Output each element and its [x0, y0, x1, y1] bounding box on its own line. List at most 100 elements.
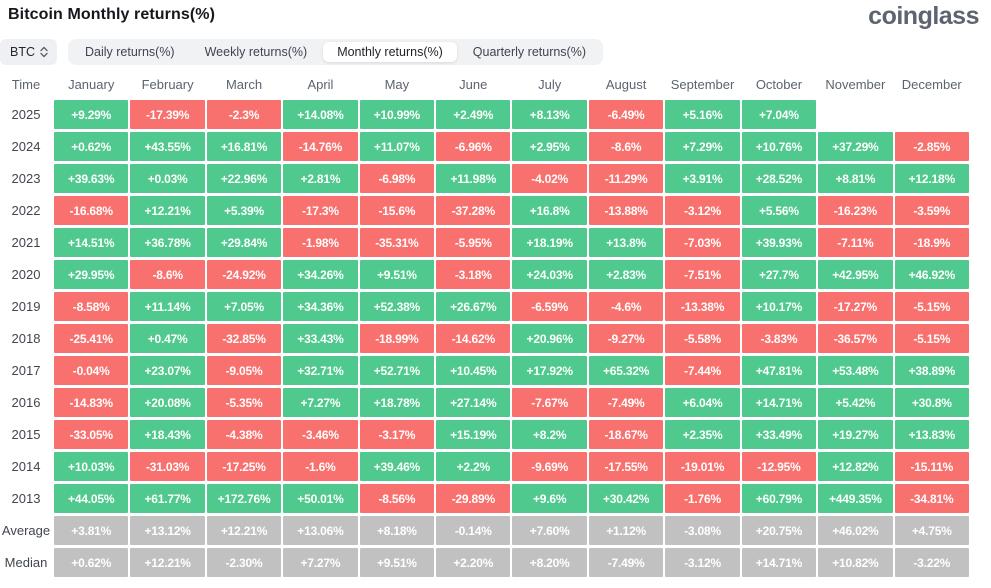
return-cell: +4.75% [894, 516, 969, 545]
return-cell: +32.71% [283, 356, 358, 385]
return-cell: +1.12% [588, 516, 664, 545]
return-cell: +20.08% [130, 388, 205, 417]
return-cell: +16.81% [206, 132, 282, 161]
tab-weekly-returns[interactable]: Weekly returns(%) [204, 45, 308, 59]
return-cell: -8.58% [54, 292, 129, 321]
return-cell: +7.05% [206, 292, 282, 321]
table-row-2021: 2021 +14.51% +36.78% +29.84% -1.98% -35.31% -5… [0, 228, 969, 257]
return-cell: +61.77% [130, 484, 205, 513]
return-cell: +2.20% [436, 548, 511, 577]
return-cell: -37.28% [436, 196, 511, 225]
row-label: 2015 [11, 427, 41, 442]
return-cell: -15.6% [359, 196, 435, 225]
column-header-july: July [538, 76, 562, 92]
return-cell: -3.46% [283, 420, 358, 449]
return-cell: -8.6% [588, 132, 664, 161]
return-cell: +9.6% [512, 484, 587, 513]
return-cell: +7.60% [512, 516, 587, 545]
row-label: Average [1, 523, 51, 538]
return-cell: +28.52% [741, 164, 817, 193]
return-cell: +0.03% [130, 164, 205, 193]
return-cell: +30.42% [588, 484, 664, 513]
return-cell: +12.21% [130, 548, 205, 577]
tabs: Daily returns(%) Weekly returns(%) Monthly… [68, 39, 604, 65]
return-cell: +2.49% [436, 100, 511, 129]
return-cell: +46.92% [894, 260, 969, 289]
return-cell: +39.93% [741, 228, 817, 257]
table-row-2014: 2014 +10.03% -31.03% -17.25% -1.6% +39.46% +2.… [0, 452, 969, 481]
return-cell: -3.08% [665, 516, 740, 545]
return-cell: +10.17% [741, 292, 817, 321]
row-label: 2022 [11, 203, 41, 218]
return-cell: +23.07% [130, 356, 205, 385]
return-cell: +46.02% [818, 516, 893, 545]
table-row-average: Average +3.81% +13.12% +12.21% +13.06% +8.18%… [0, 516, 969, 545]
return-cell: +29.95% [54, 260, 129, 289]
return-cell: -9.69% [512, 452, 587, 481]
return-cell: +19.27% [818, 420, 893, 449]
return-cell: +15.19% [436, 420, 511, 449]
row-label: 2023 [11, 171, 41, 186]
row-label: Median [4, 555, 48, 570]
return-cell: +52.38% [359, 292, 435, 321]
return-cell: +26.67% [436, 292, 511, 321]
return-cell: +2.35% [665, 420, 740, 449]
return-cell: +2.2% [436, 452, 511, 481]
return-cell: +5.56% [741, 196, 817, 225]
return-cell: +8.81% [818, 164, 893, 193]
return-cell: -8.56% [359, 484, 435, 513]
return-cell: +8.20% [512, 548, 587, 577]
return-cell: +52.71% [359, 356, 435, 385]
table-row-2024: 2024 +0.62% +43.55% +16.81% -14.76% +11.07% -6… [0, 132, 969, 161]
return-cell: -29.89% [436, 484, 511, 513]
return-cell: +44.05% [54, 484, 129, 513]
return-cell: +60.79% [741, 484, 817, 513]
row-label: 2016 [11, 395, 41, 410]
return-cell: +36.78% [130, 228, 205, 257]
table-row-2016: 2016 -14.83% +20.08% -5.35% +7.27% +18.78% +27… [0, 388, 969, 417]
return-cell: +7.04% [741, 100, 817, 129]
page-title: Bitcoin Monthly returns(%) [8, 6, 216, 23]
tab-daily-returns[interactable]: Daily returns(%) [85, 45, 175, 59]
return-cell: +8.2% [512, 420, 587, 449]
return-cell: +6.04% [665, 388, 740, 417]
return-cell: +30.8% [894, 388, 969, 417]
return-cell: -7.11% [818, 228, 893, 257]
column-header-may: May [384, 76, 410, 92]
table-row-2019: 2019 -8.58% +11.14% +7.05% +34.36% +52.38% +26… [0, 292, 969, 321]
return-cell: -16.23% [818, 196, 893, 225]
return-cell: -6.98% [359, 164, 435, 193]
return-cell: +2.83% [588, 260, 664, 289]
return-cell: +11.07% [359, 132, 435, 161]
return-cell: -34.81% [894, 484, 969, 513]
return-cell: -2.30% [206, 548, 282, 577]
return-cell: +10.82% [818, 548, 893, 577]
return-cell: -3.18% [436, 260, 511, 289]
return-cell: +11.14% [130, 292, 205, 321]
return-cell: +2.81% [283, 164, 358, 193]
return-cell: -12.95% [741, 452, 817, 481]
return-cell: +11.98% [436, 164, 511, 193]
return-cell: -3.12% [665, 196, 740, 225]
return-cell: -17.27% [818, 292, 893, 321]
return-cell: +14.51% [54, 228, 129, 257]
return-cell: +37.29% [818, 132, 893, 161]
row-label: 2014 [11, 459, 41, 474]
return-cell: +9.51% [359, 260, 435, 289]
symbol-select[interactable]: BTC [0, 39, 57, 65]
tab-quarterly-returns[interactable]: Quarterly returns(%) [472, 45, 587, 59]
tab-monthly-returns[interactable]: Monthly returns(%) [323, 42, 457, 62]
table-row-2025: 2025 +9.29% -17.39% -2.3% +14.08% +10.99% +2.4… [0, 100, 969, 129]
return-cell: -4.6% [588, 292, 664, 321]
return-cell: +42.95% [818, 260, 893, 289]
return-cell: -6.59% [512, 292, 587, 321]
return-cell: -17.25% [206, 452, 282, 481]
return-cell: -35.31% [359, 228, 435, 257]
return-cell: +12.82% [818, 452, 893, 481]
table-header: Time January February March April May June July… [0, 74, 969, 94]
return-cell: -5.95% [436, 228, 511, 257]
return-cell: +34.36% [283, 292, 358, 321]
return-cell: +10.45% [436, 356, 511, 385]
column-header-time: Time [11, 76, 41, 92]
